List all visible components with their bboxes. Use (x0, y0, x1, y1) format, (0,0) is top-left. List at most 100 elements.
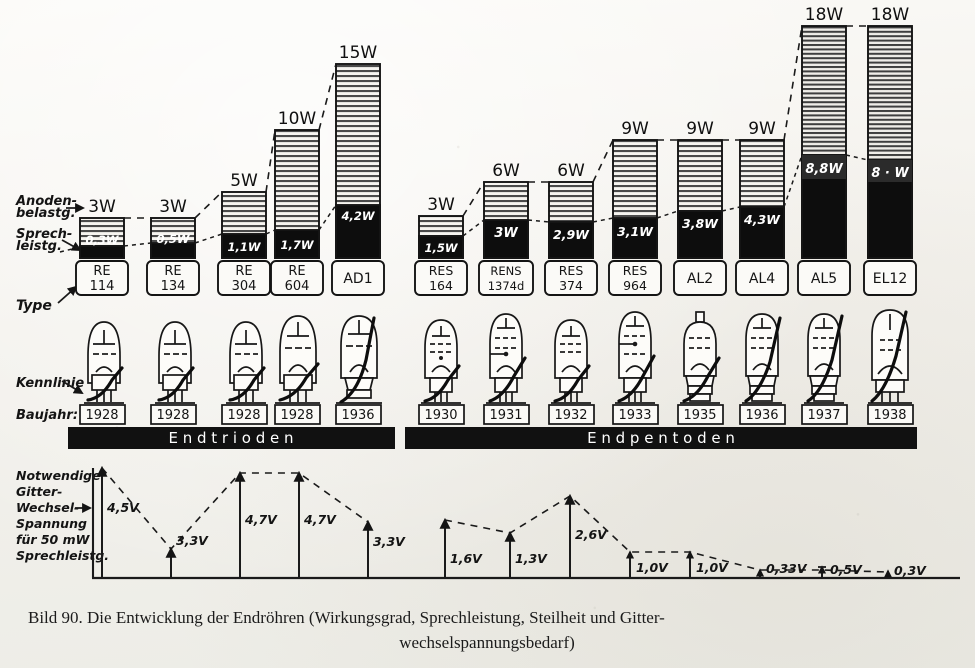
banner-endpentoden-text: E n d p e n t o d e n (587, 429, 735, 447)
bar-group-al-2[interactable]: 9W 3,8W (677, 119, 723, 259)
year-box-9[interactable]: 1933 (612, 404, 659, 425)
speech-value-5: 4,2W (340, 209, 375, 223)
type-box-line1-5: AD1 (343, 271, 372, 287)
year-box-1[interactable]: 1928 (79, 404, 126, 425)
bar-group-al-5[interactable]: 18W 8,8W (801, 5, 847, 259)
banner-endtrioden: E n d t r i o d e n (68, 427, 395, 449)
year-box-5[interactable]: 1936 (335, 404, 382, 425)
year-box-11[interactable]: 1936 (739, 404, 786, 425)
year-box-10[interactable]: 1935 (677, 404, 724, 425)
type-box-line1-9: RES (623, 263, 648, 278)
type-box-13[interactable]: EL12 (863, 260, 917, 296)
year-box-4[interactable]: 1928 (274, 404, 321, 425)
year-value-11: 1936 (745, 408, 778, 423)
trend-speech-pent-d (656, 210, 679, 219)
speech-value-7: 3W (494, 226, 518, 241)
bar-group-al-4[interactable]: 9W 4,3W (739, 119, 785, 259)
year-box-7[interactable]: 1931 (483, 404, 530, 425)
anode-value-6: 3W (427, 195, 455, 215)
speech-value-3: 1,1W (227, 240, 261, 254)
type-box-1[interactable]: RE 114 (75, 260, 129, 296)
trend-anode-pent-c (592, 139, 614, 183)
type-box-2[interactable]: RE 134 (146, 260, 200, 296)
anode-value-10: 9W (686, 119, 714, 139)
tube-symbol-10 (680, 311, 721, 404)
anode-value-4: 10W (278, 109, 317, 129)
year-value-6: 1930 (424, 408, 457, 423)
type-box-5[interactable]: AD1 (331, 260, 385, 296)
type-box-line2-8: 374 (559, 278, 583, 293)
speech-value-6: 1,5W (424, 241, 458, 255)
left-label-anode-load: Anoden- belastg. (15, 194, 85, 221)
bar-group-res-964[interactable]: 9W 3,1W (612, 119, 658, 259)
year-box-12[interactable]: 1937 (801, 404, 848, 425)
banner-endtrioden-text: E n d t r i o d e n (168, 429, 293, 447)
bar-speech-1 (79, 245, 125, 259)
type-box-line1-4: RE (288, 264, 305, 279)
year-box-13[interactable]: 1938 (867, 404, 914, 425)
tube-symbols-triodes (84, 315, 382, 404)
type-box-4[interactable]: RE 604 (270, 260, 324, 296)
speech-value-1: 0,3W (85, 233, 119, 247)
grid-voltage-chart: Notwendige Gitter- Wechsel- Spannung für… (16, 465, 960, 580)
gv-value-1: 4,5V (106, 500, 140, 515)
bar-group-rens-1374d[interactable]: 6W 3W (483, 161, 529, 259)
bar-group-re-604[interactable]: 10W 1,7W (274, 109, 320, 259)
left-label-type: Type (16, 285, 78, 314)
type-box-9[interactable]: RES 964 (608, 260, 662, 296)
type-box-11[interactable]: AL4 (735, 260, 789, 296)
bar-group-ad-1[interactable]: 15W 4,2W (335, 43, 381, 259)
bar-group-el-12[interactable]: 18W 8 · W (867, 5, 913, 259)
year-box-8[interactable]: 1932 (548, 404, 595, 425)
trend-speech-pent-c (592, 217, 614, 223)
year-value-4: 1928 (280, 408, 313, 423)
bar-group-re-114[interactable]: 3W 0,3W (79, 197, 125, 259)
anode-value-3: 5W (230, 171, 258, 191)
trend-speech-pent-a (462, 219, 485, 237)
year-value-13: 1938 (873, 408, 906, 423)
gv-value-2: 3,3V (176, 533, 209, 548)
type-box-8[interactable]: RES 374 (544, 260, 598, 296)
anode-value-5: 15W (339, 43, 378, 63)
bar-group-res-374[interactable]: 6W 2,9W (548, 161, 594, 259)
type-box-7[interactable]: RENS 1374d (478, 260, 534, 296)
year-box-3[interactable]: 1928 (221, 404, 268, 425)
trend-anode-triode-d (318, 63, 337, 131)
trend-anode-pent-f (783, 25, 803, 141)
gv-label-l5: für 50 mW (16, 532, 91, 547)
type-arrow-icon (57, 285, 78, 304)
type-box-line2-2: 134 (161, 279, 186, 294)
anode-value-1: 3W (88, 197, 116, 217)
gv-envelope-triodes (101, 467, 369, 551)
bar-speech-9 (612, 217, 658, 259)
type-box-10[interactable]: AL2 (673, 260, 727, 296)
speech-power-label-line1: Sprech- (16, 227, 72, 242)
type-box-line1-7: RENS (490, 264, 521, 278)
anode-value-8: 6W (557, 161, 585, 181)
tube-symbol-5 (336, 315, 382, 404)
gv-label-l6: Sprechleistg. (16, 548, 109, 563)
speech-power-label-line2: leistg. (16, 239, 62, 254)
bar-speech-7 (483, 219, 529, 259)
type-boxes: RE 114 RE 134 RE 304 RE 604 AD1 RES 164 (75, 260, 917, 296)
type-box-6[interactable]: RES 164 (414, 260, 468, 296)
bar-group-res-164[interactable]: 3W 1,5W (418, 195, 464, 259)
gv-value-4: 4,7V (303, 512, 337, 527)
year-value-2: 1928 (156, 408, 189, 423)
tube-symbol-8 (551, 319, 591, 404)
year-box-2[interactable]: 1928 (150, 404, 197, 425)
tube-symbol-2 (155, 321, 195, 404)
type-box-line2-6: 164 (429, 278, 453, 293)
characteristic-arrow-icon (61, 380, 84, 395)
year-box-6[interactable]: 1930 (418, 404, 465, 425)
type-box-line1-12: AL5 (811, 271, 837, 287)
type-box-line2-4: 604 (285, 279, 310, 294)
type-box-line1-6: RES (429, 263, 454, 278)
bar-group-re-304[interactable]: 5W 1,1W (221, 171, 267, 259)
bar-group-re-134[interactable]: 3W 0,5W (150, 197, 196, 259)
tube-symbol-9 (615, 311, 656, 404)
tube-symbol-13 (868, 309, 912, 404)
banner-endpentoden: E n d p e n t o d e n (405, 427, 917, 449)
type-box-12[interactable]: AL5 (797, 260, 851, 296)
type-box-3[interactable]: RE 304 (217, 260, 271, 296)
